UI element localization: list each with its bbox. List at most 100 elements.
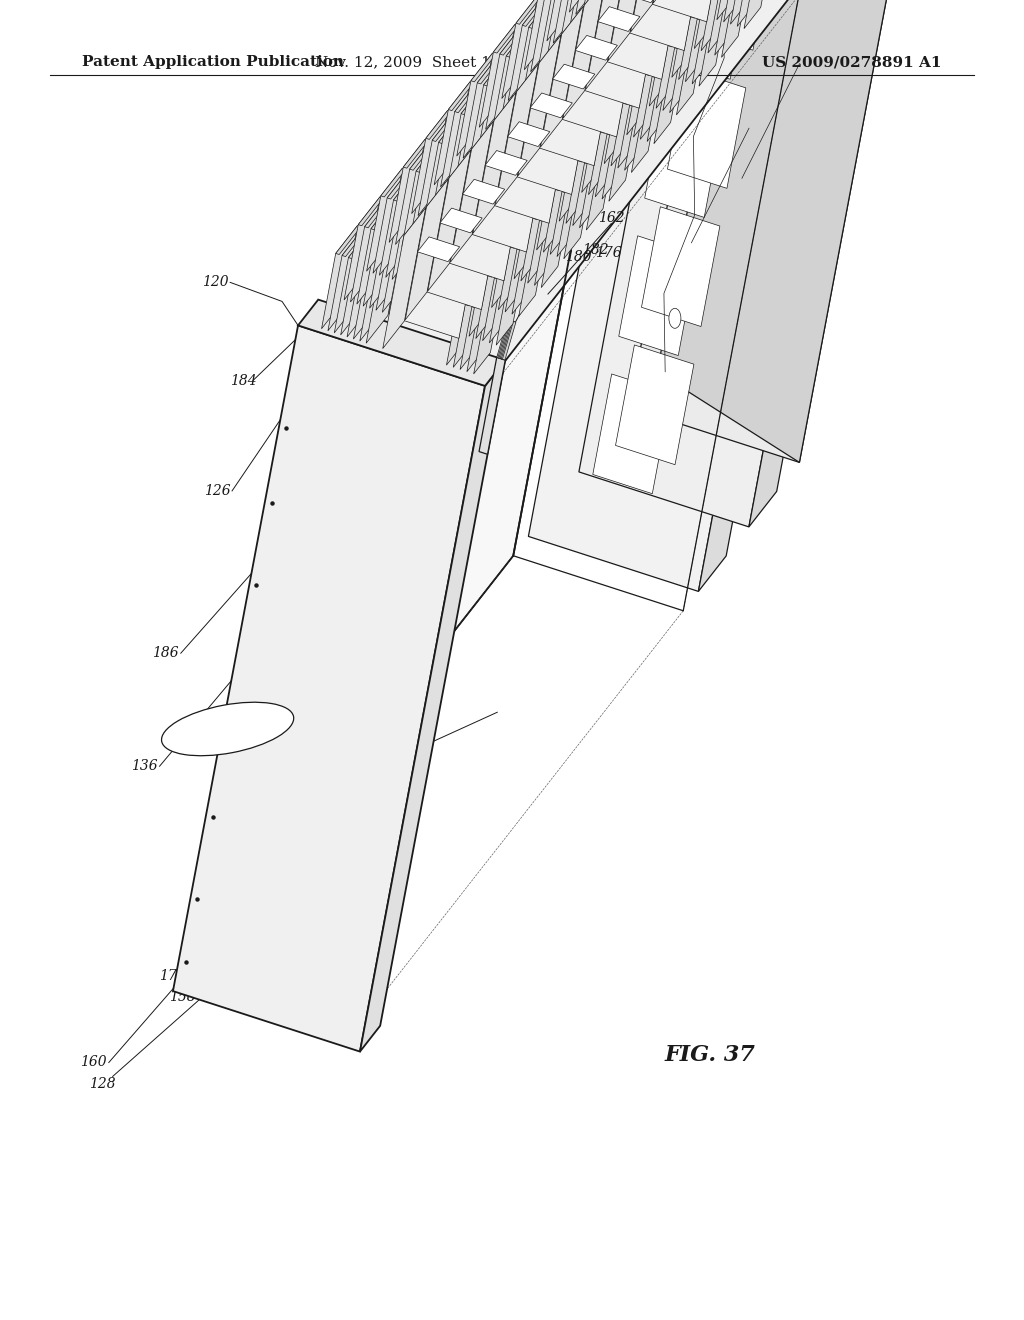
Polygon shape	[694, 0, 723, 49]
Polygon shape	[621, 0, 663, 3]
Polygon shape	[438, 115, 464, 144]
Polygon shape	[489, 259, 518, 343]
Polygon shape	[521, 197, 549, 281]
Polygon shape	[537, 0, 573, 74]
Polygon shape	[460, 285, 488, 370]
Polygon shape	[364, 203, 399, 306]
Polygon shape	[450, 150, 525, 281]
Polygon shape	[557, 173, 586, 256]
Polygon shape	[749, 0, 895, 527]
Polygon shape	[532, 197, 553, 219]
Polygon shape	[406, 180, 449, 319]
Polygon shape	[568, 173, 590, 195]
Polygon shape	[585, 0, 660, 108]
Polygon shape	[601, 0, 637, 22]
Polygon shape	[500, 26, 525, 55]
Polygon shape	[467, 288, 496, 372]
Polygon shape	[503, 63, 528, 92]
Polygon shape	[474, 290, 502, 374]
Polygon shape	[344, 197, 380, 300]
Polygon shape	[409, 145, 444, 248]
Polygon shape	[395, 141, 431, 244]
Polygon shape	[528, 0, 816, 591]
Polygon shape	[579, 0, 614, 51]
Polygon shape	[356, 201, 393, 304]
Polygon shape	[618, 236, 697, 355]
Polygon shape	[185, 0, 631, 975]
Polygon shape	[413, 178, 438, 207]
Polygon shape	[547, 9, 583, 114]
Polygon shape	[589, 0, 625, 18]
Ellipse shape	[162, 702, 294, 756]
Text: 160: 160	[81, 1056, 108, 1069]
Polygon shape	[336, 226, 361, 255]
Polygon shape	[658, 57, 680, 81]
Polygon shape	[476, 59, 512, 162]
Polygon shape	[563, 0, 606, 119]
Polygon shape	[495, 65, 530, 169]
Polygon shape	[461, 86, 486, 115]
Text: 128: 128	[89, 1077, 116, 1092]
Polygon shape	[572, 0, 608, 49]
Polygon shape	[553, 203, 573, 226]
Polygon shape	[480, 92, 506, 121]
Polygon shape	[470, 125, 496, 154]
Polygon shape	[546, 201, 567, 224]
Polygon shape	[600, 111, 621, 133]
Polygon shape	[389, 140, 425, 243]
Polygon shape	[582, 108, 610, 193]
Text: 186: 186	[153, 647, 179, 660]
Polygon shape	[428, 150, 471, 290]
Polygon shape	[649, 22, 678, 106]
Polygon shape	[499, 226, 526, 310]
Polygon shape	[540, 36, 615, 81]
Polygon shape	[530, 232, 551, 255]
Text: 180: 180	[565, 251, 592, 264]
Polygon shape	[662, 22, 682, 45]
Polygon shape	[487, 255, 508, 277]
Polygon shape	[446, 281, 475, 366]
Polygon shape	[380, 240, 406, 269]
Polygon shape	[641, 207, 720, 326]
Polygon shape	[427, 180, 503, 224]
Polygon shape	[585, 0, 621, 53]
Polygon shape	[519, 33, 544, 61]
Polygon shape	[502, 67, 538, 170]
Polygon shape	[536, 1, 560, 30]
Polygon shape	[586, 0, 629, 90]
Polygon shape	[451, 121, 494, 263]
Polygon shape	[424, 115, 461, 218]
Polygon shape	[517, 63, 593, 110]
Text: 158: 158	[169, 990, 196, 1005]
Polygon shape	[418, 112, 454, 215]
Polygon shape	[524, 0, 560, 70]
Polygon shape	[534, 5, 569, 108]
Polygon shape	[724, 0, 753, 22]
Polygon shape	[434, 82, 470, 185]
Polygon shape	[403, 140, 429, 168]
Polygon shape	[455, 83, 480, 112]
Polygon shape	[460, 90, 496, 193]
Polygon shape	[630, 0, 918, 462]
Polygon shape	[458, 121, 483, 149]
Polygon shape	[415, 148, 451, 251]
Polygon shape	[502, 321, 515, 359]
Polygon shape	[499, 30, 535, 133]
Polygon shape	[488, 63, 524, 166]
Polygon shape	[463, 180, 505, 205]
Polygon shape	[575, 36, 617, 61]
Polygon shape	[513, 30, 538, 59]
Polygon shape	[472, 121, 548, 166]
Polygon shape	[389, 211, 425, 314]
Polygon shape	[446, 86, 483, 189]
Polygon shape	[607, 0, 683, 79]
Polygon shape	[371, 201, 396, 230]
Polygon shape	[506, 28, 531, 57]
Polygon shape	[508, 121, 550, 147]
Polygon shape	[562, 7, 638, 51]
Polygon shape	[639, 50, 659, 74]
Polygon shape	[509, 65, 535, 94]
Polygon shape	[569, 0, 605, 12]
Polygon shape	[575, 174, 596, 197]
Polygon shape	[616, 79, 637, 102]
